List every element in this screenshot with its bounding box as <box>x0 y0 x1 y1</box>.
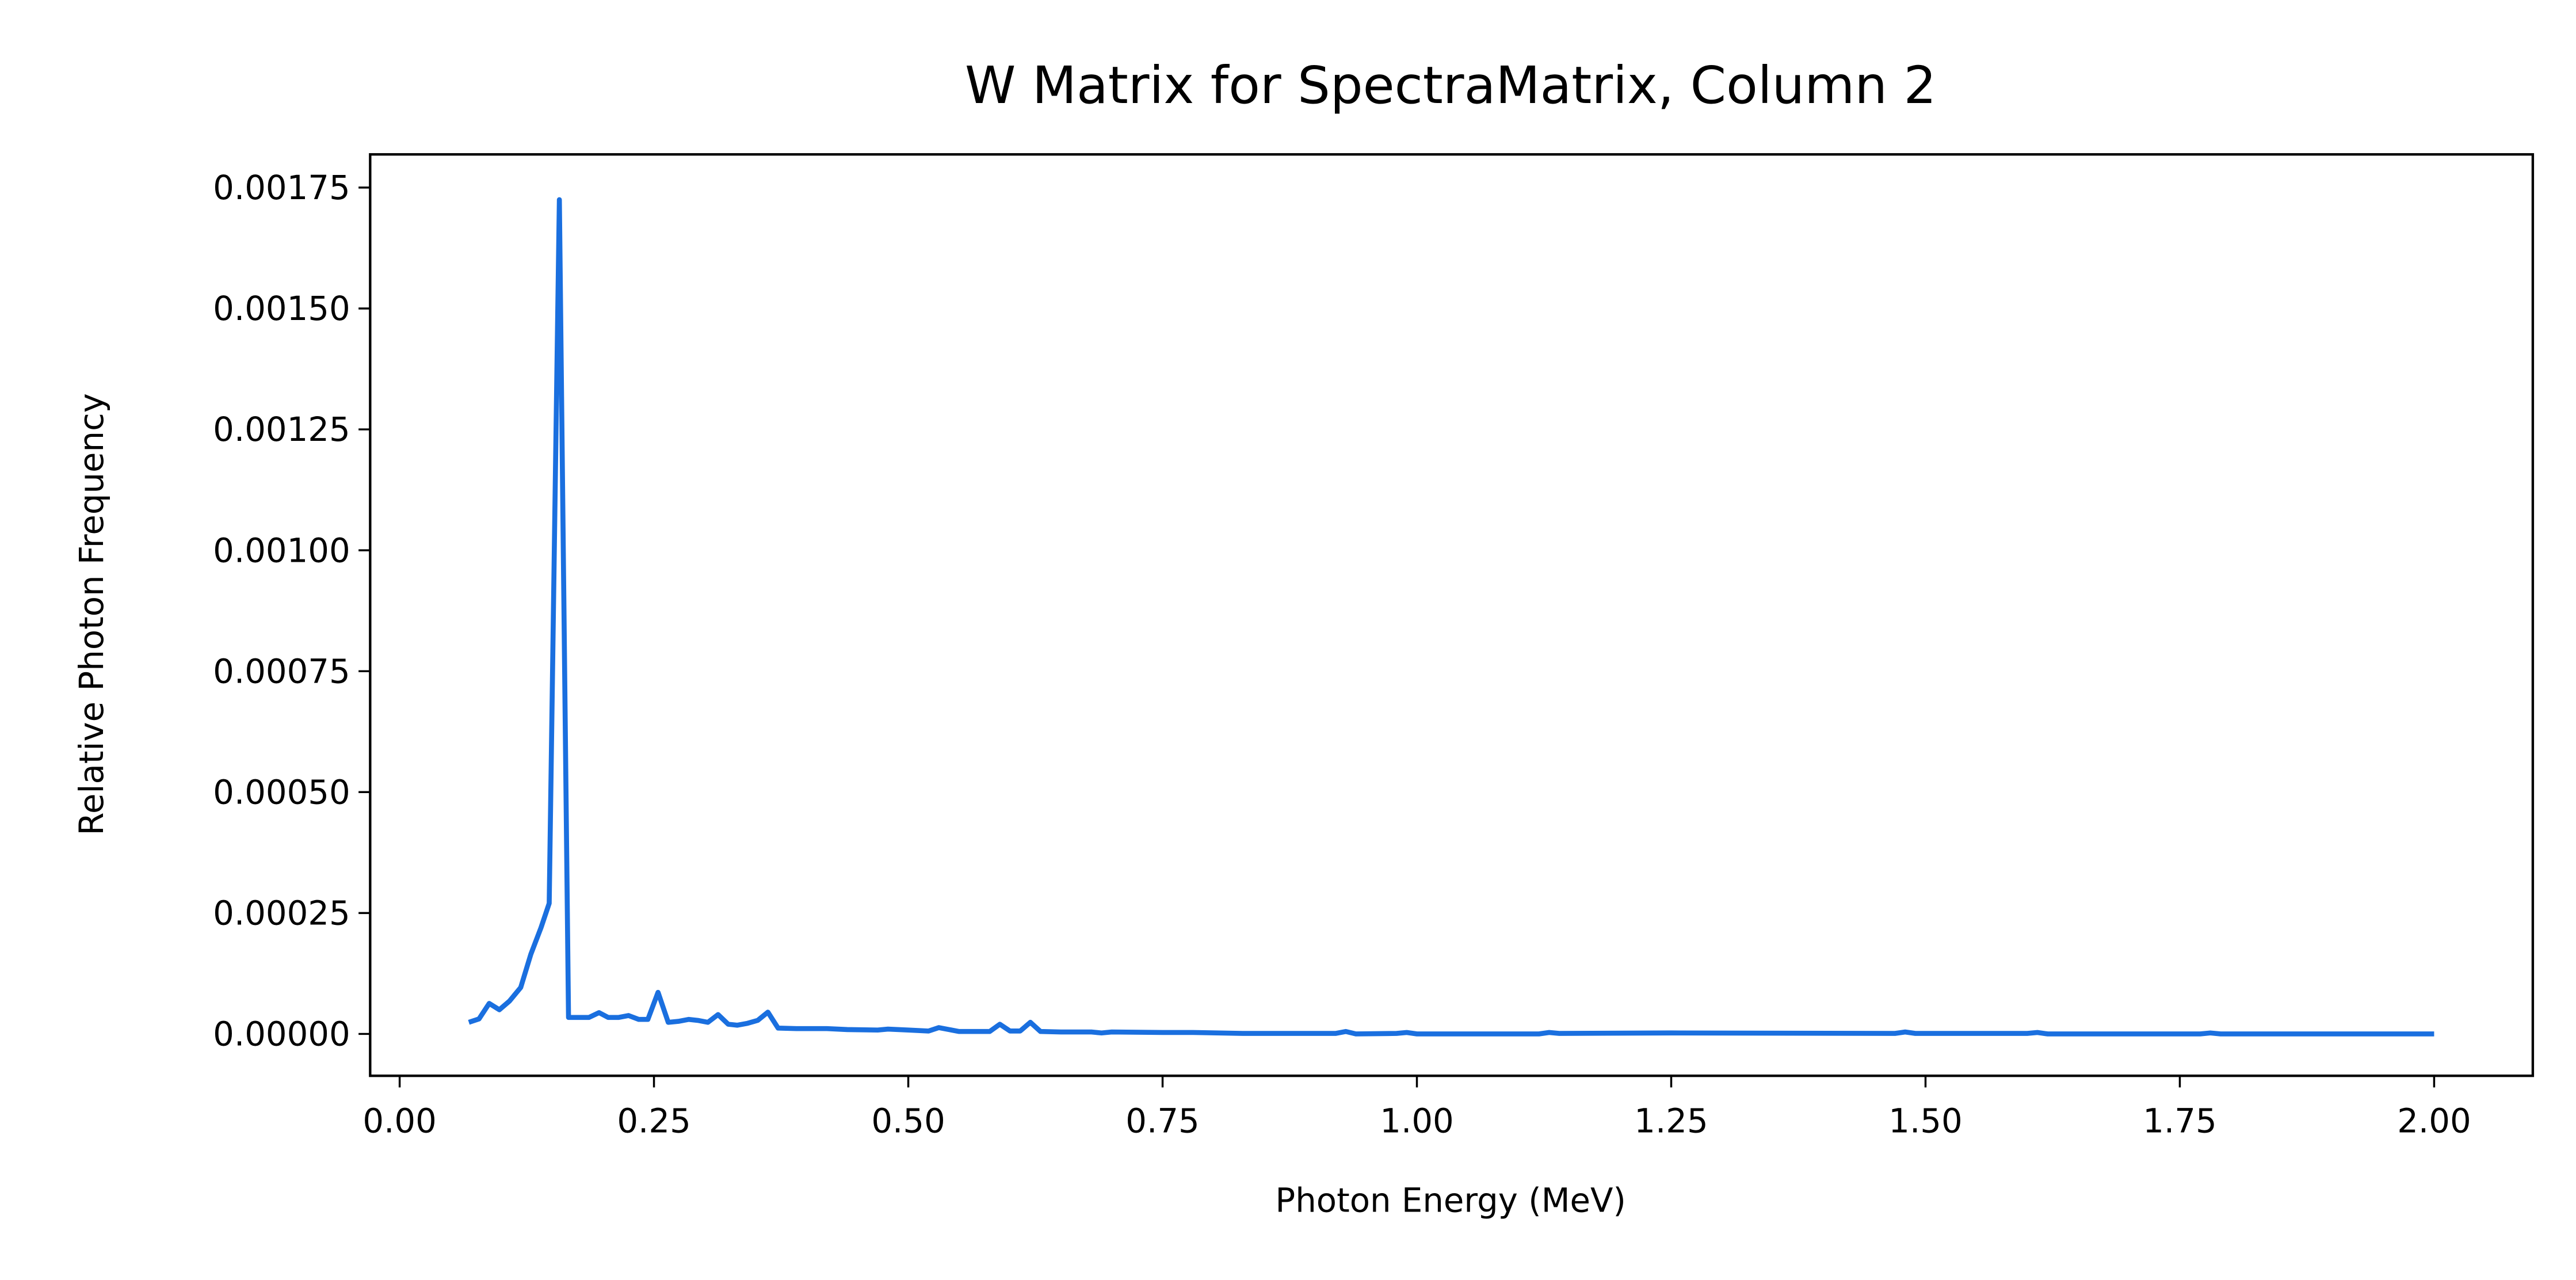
y-tick-label: 0.00125 <box>213 410 350 449</box>
plot-frame <box>369 153 2535 1077</box>
y-axis-label: Relative Photon Frequency <box>72 393 111 835</box>
y-tick-label: 0.00025 <box>213 894 350 933</box>
x-tick-label: 2.00 <box>2397 1101 2471 1140</box>
y-tick-label: 0.00075 <box>213 652 350 691</box>
x-tick-label: 0.75 <box>1125 1101 1199 1140</box>
data-line <box>468 197 2434 1037</box>
y-tick-label: 0.00000 <box>213 1015 350 1054</box>
y-tick-label: 0.00175 <box>213 168 350 207</box>
x-tick-label: 1.25 <box>1634 1101 1708 1140</box>
y-tick-label: 0.00150 <box>213 289 350 328</box>
y-tick-label: 0.00050 <box>213 772 350 812</box>
chart-title: W Matrix for SpectraMatrix, Column 2 <box>965 56 1936 116</box>
x-tick-label: 1.50 <box>1888 1101 1962 1140</box>
x-tick-label: 0.25 <box>617 1101 690 1140</box>
x-tick-label: 0.50 <box>871 1101 945 1140</box>
y-tick-label: 0.00100 <box>213 531 350 570</box>
x-tick-label: 0.00 <box>362 1101 436 1140</box>
x-axis-label: Photon Energy (MeV) <box>1275 1181 1626 1220</box>
x-tick-label: 1.00 <box>1380 1101 1453 1140</box>
x-tick-label: 1.75 <box>2143 1101 2216 1140</box>
